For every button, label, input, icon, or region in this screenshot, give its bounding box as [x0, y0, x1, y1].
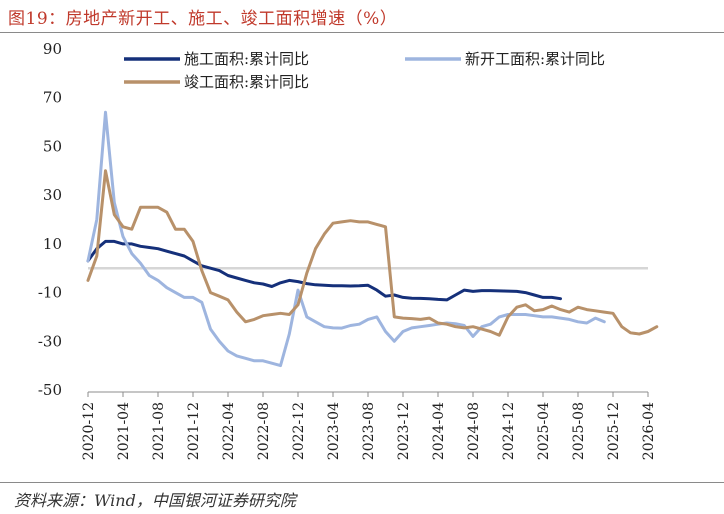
x-tick-label: 2024-08: [466, 402, 482, 460]
x-tick-label: 2025-08: [571, 402, 587, 460]
x-tick-label: 2024-04: [431, 402, 447, 460]
legend-label: 竣工面积:累计同比: [184, 73, 309, 91]
y-tick-label: -50: [38, 381, 62, 399]
legend-label: 新开工面积:累计同比: [465, 50, 605, 68]
x-tick-label: 2021-08: [151, 402, 167, 460]
y-tick-label: 10: [43, 235, 62, 253]
y-tick-label: 50: [43, 137, 62, 155]
x-tick-label: 2022-08: [256, 402, 272, 460]
x-tick-label: 2021-04: [116, 402, 132, 460]
source-rule: [0, 482, 724, 483]
axis-layer: 90 70 50 30 10 -10 -30 -50 2020-12 2021-04 2021-08…: [38, 40, 657, 460]
x-tick-label: 2023-04: [326, 402, 342, 460]
x-tick-label: 2023-08: [361, 402, 377, 460]
series-layer: [86, 110, 659, 368]
series-line-0: [86, 239, 562, 302]
x-tick-label: 2021-12: [186, 402, 202, 460]
x-tick-label: 2022-12: [291, 402, 307, 460]
legend-label: 施工面积:累计同比: [184, 50, 309, 68]
y-tick-label: 70: [43, 89, 62, 107]
x-tick-label: 2025-12: [606, 402, 622, 460]
x-tick-label: 2024-12: [501, 402, 517, 460]
x-tick-label: 2023-12: [396, 402, 412, 460]
series-line-2: [86, 169, 659, 337]
y-tick-label: -10: [38, 284, 62, 302]
y-tick-label: 30: [43, 186, 62, 204]
source-note: 资料来源：Wind，中国银河证券研究院: [14, 491, 296, 510]
x-tick-label: 2020-12: [81, 402, 97, 460]
chart-title: 图19：房地产新开工、施工、竣工面积增速（%）: [8, 9, 398, 29]
x-tick-label: 2026-04: [641, 402, 657, 460]
y-tick-label: -30: [38, 332, 62, 350]
x-tick-label: 2022-04: [221, 402, 237, 460]
title-rule: [0, 32, 724, 33]
series-line-1: [86, 110, 606, 368]
x-tick-label: 2025-04: [536, 402, 552, 460]
y-tick-label: 90: [43, 40, 62, 58]
